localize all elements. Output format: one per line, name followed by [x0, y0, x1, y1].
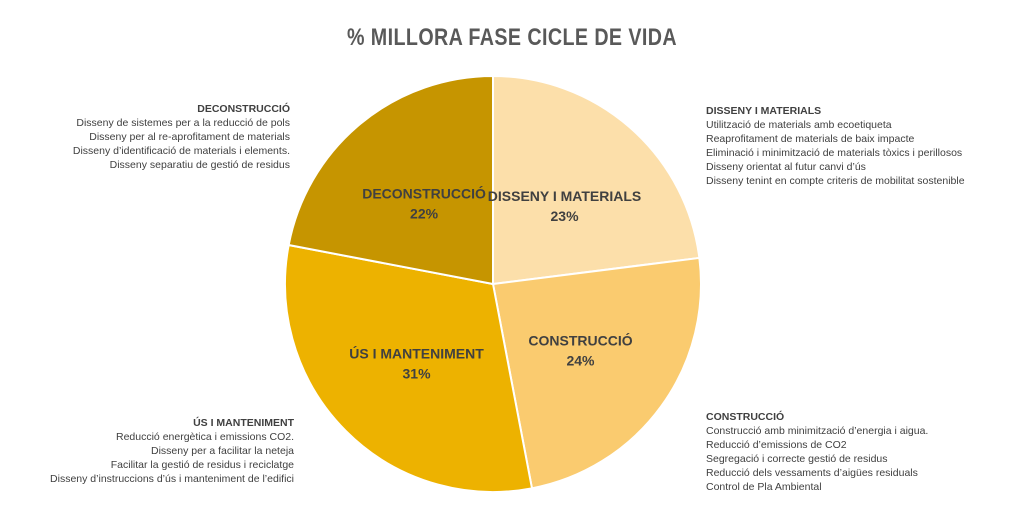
- annotation-construccio-line: Control de Pla Ambiental: [706, 481, 822, 493]
- annotation-disseny-heading: DISSENY I MATERIALS: [706, 105, 822, 117]
- annotation-us-line: Disseny d’instruccions d’ús i mantenimen…: [50, 473, 294, 485]
- slice-category-label: CONSTRUCCIÓ: [528, 332, 632, 349]
- annotation-disseny: DISSENY I MATERIALS Utilització de mater…: [706, 104, 965, 188]
- annotation-deconstruccio-line: Disseny de sistemes per a la reducció de…: [76, 117, 290, 129]
- annotation-disseny-line: Reaprofitament de materials de baix impa…: [706, 133, 915, 145]
- annotation-deconstruccio-heading: DECONSTRUCCIÓ: [197, 103, 290, 115]
- annotation-disseny-line: Disseny tenint en compte criteris de mob…: [706, 175, 965, 187]
- annotation-deconstruccio: DECONSTRUCCIÓ Disseny de sistemes per a …: [73, 102, 290, 172]
- annotation-us-line: Reducció energètica i emissions CO2.: [116, 431, 294, 443]
- annotation-us-line: Facilitar la gestió de residus i recicla…: [110, 459, 294, 471]
- pie-slice: [287, 74, 494, 286]
- annotation-deconstruccio-line: Disseny separatiu de gestió de residus: [109, 159, 290, 171]
- annotation-deconstruccio-line: Disseny d’identificació de materials i e…: [72, 145, 290, 157]
- chart-title: % MILLORA FASE CICLE DE VIDA: [346, 24, 678, 51]
- annotation-disseny-line: Disseny orientat al futur canvi d’ús: [706, 161, 866, 173]
- pie-slices: [284, 74, 702, 493]
- annotation-disseny-line: Eliminació i minimització de materials t…: [706, 147, 963, 159]
- slice-value-label: 22%: [410, 206, 439, 222]
- slice-value-label: 24%: [566, 353, 595, 369]
- annotation-construccio-line: Segregació i correcte gestió de residus: [706, 453, 888, 465]
- annotation-disseny-line: Utilització de materials amb ecoetiqueta: [706, 119, 892, 131]
- pie-slice: [491, 256, 702, 490]
- slice-value-label: 23%: [551, 208, 580, 224]
- annotation-us-heading: ÚS I MANTENIMENT: [193, 417, 294, 429]
- annotation-construccio-line: Reducció dels vessaments d’aigües residu…: [706, 467, 918, 479]
- annotation-construccio-line: Reducció d’emissions de CO2: [706, 439, 847, 451]
- pie-slice: [492, 74, 701, 286]
- annotation-construccio-heading: CONSTRUCCIÓ: [706, 411, 785, 423]
- slice-category-label: DISSENY I MATERIALS: [488, 188, 642, 204]
- slice-category-label: ÚS I MANTENIMENT: [349, 344, 484, 361]
- annotation-construccio: CONSTRUCCIÓ Construcció amb minimització…: [706, 410, 928, 494]
- slice-value-label: 31%: [403, 365, 432, 381]
- pie-labels: DISSENY I MATERIALS 23% CONSTRUCCIÓ 24% ÚS I…: [349, 185, 641, 382]
- slice-category-label: DECONSTRUCCIÓ: [362, 185, 486, 202]
- annotation-us: ÚS I MANTENIMENT Reducció energètica i e…: [50, 416, 294, 486]
- annotation-us-line: Disseny per a facilitar la neteja: [151, 445, 294, 457]
- pie-slice: [284, 243, 534, 493]
- annotation-construccio-line: Construcció amb minimització d’energia i…: [706, 425, 929, 437]
- annotation-deconstruccio-line: Disseny per al re-aprofitament de materi…: [89, 131, 290, 143]
